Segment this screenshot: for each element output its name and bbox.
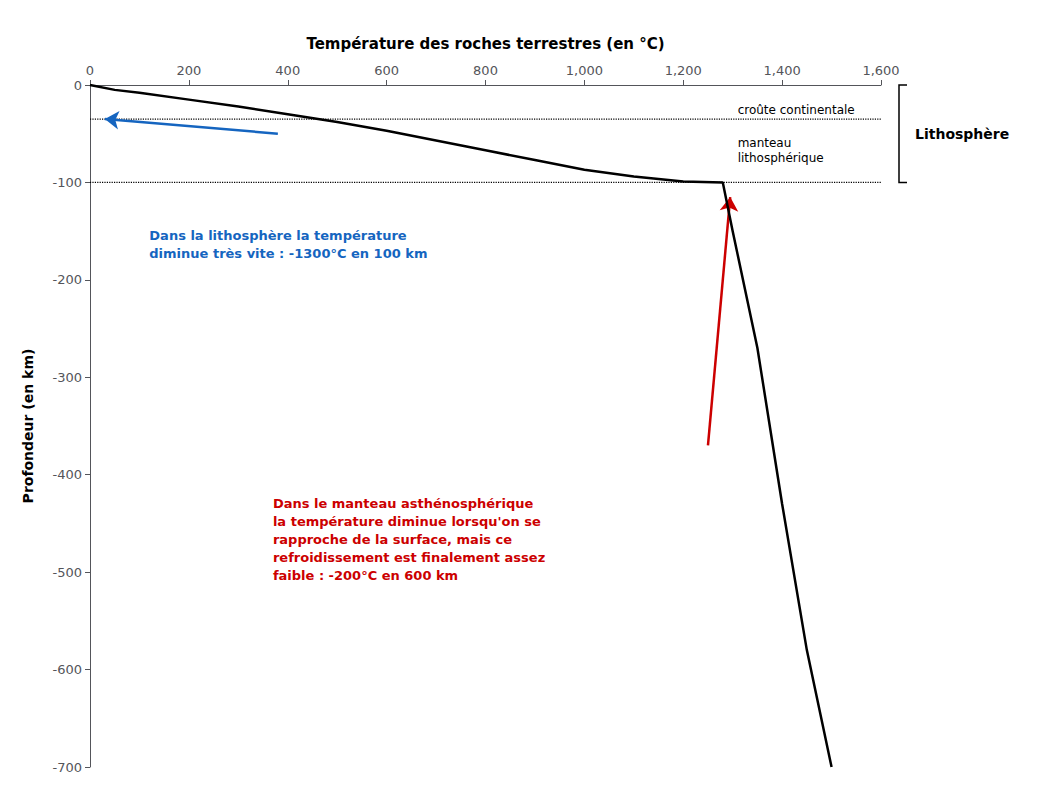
svg-text:Profondeur (en km): Profondeur (en km)	[20, 349, 36, 504]
svg-text:Lithosphère: Lithosphère	[915, 126, 1009, 142]
svg-text:lithosphérique: lithosphérique	[738, 151, 824, 165]
svg-text:1,400: 1,400	[764, 63, 801, 78]
svg-text:1,000: 1,000	[566, 63, 603, 78]
svg-text:-500: -500	[52, 565, 82, 580]
svg-text:-100: -100	[52, 175, 82, 190]
svg-text:-200: -200	[52, 272, 82, 287]
svg-text:-600: -600	[52, 662, 82, 677]
svg-text:1,200: 1,200	[665, 63, 702, 78]
svg-text:800: 800	[473, 63, 498, 78]
svg-text:manteau: manteau	[738, 136, 792, 150]
svg-text:croûte continentale: croûte continentale	[738, 103, 855, 117]
svg-text:refroidissement est finalement: refroidissement est finalement assez	[273, 550, 545, 565]
svg-text:Dans la lithosphère la tempéra: Dans la lithosphère la température	[149, 228, 407, 243]
svg-text:faible : -200°C en 600 km: faible : -200°C en 600 km	[273, 568, 458, 583]
svg-text:Température des roches terrest: Température des roches terrestres (en °C…	[306, 35, 664, 53]
svg-text:diminue très vite : -1300°C en: diminue très vite : -1300°C en 100 km	[149, 246, 427, 261]
svg-text:Dans le manteau asthénosphériq: Dans le manteau asthénosphérique	[273, 496, 534, 511]
svg-text:600: 600	[374, 63, 399, 78]
svg-text:-300: -300	[52, 370, 82, 385]
svg-text:0: 0	[74, 78, 82, 93]
svg-text:rapproche de la surface, mais: rapproche de la surface, mais ce	[273, 532, 512, 547]
svg-text:-700: -700	[52, 760, 82, 775]
svg-text:1,600: 1,600	[862, 63, 899, 78]
svg-text:0: 0	[86, 63, 94, 78]
svg-text:200: 200	[176, 63, 201, 78]
svg-text:-400: -400	[52, 467, 82, 482]
svg-text:la température diminue lorsqu': la température diminue lorsqu'on se	[273, 514, 541, 529]
svg-text:400: 400	[275, 63, 300, 78]
